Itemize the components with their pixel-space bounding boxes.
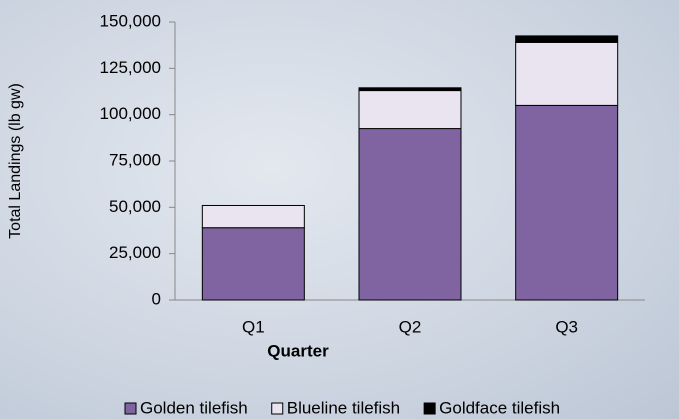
y-tick-label: 75,000 xyxy=(109,150,161,169)
y-tick-label: 25,000 xyxy=(109,243,161,262)
y-tick-label: 125,000 xyxy=(100,58,161,77)
y-axis-label: Total Landings (lb gw) xyxy=(7,83,24,239)
y-tick-label: 150,000 xyxy=(100,11,161,30)
bar-segment xyxy=(515,35,619,43)
legend-swatch xyxy=(271,402,284,415)
bar-segment xyxy=(201,227,305,301)
bar-segment xyxy=(515,41,619,106)
legend-label: Golden tilefish xyxy=(140,398,248,417)
bar-segment xyxy=(358,128,462,301)
x-tick-label: Q1 xyxy=(242,317,265,336)
bar-segment xyxy=(515,104,619,301)
legend-label: Blueline tilefish xyxy=(287,398,400,417)
x-tick-label: Q3 xyxy=(555,317,578,336)
bar-segment xyxy=(201,204,305,229)
x-tick-label: Q2 xyxy=(399,317,422,336)
y-tick-label: 50,000 xyxy=(109,197,161,216)
legend-swatch xyxy=(124,402,137,415)
y-tick-label: 100,000 xyxy=(100,104,161,123)
bar-segment xyxy=(358,87,462,92)
bar-segment xyxy=(358,90,462,130)
legend-label: Goldface tilefish xyxy=(439,398,560,417)
y-tick-label: 0 xyxy=(152,289,161,308)
x-axis-label: Quarter xyxy=(267,341,329,360)
legend-swatch xyxy=(423,402,436,415)
